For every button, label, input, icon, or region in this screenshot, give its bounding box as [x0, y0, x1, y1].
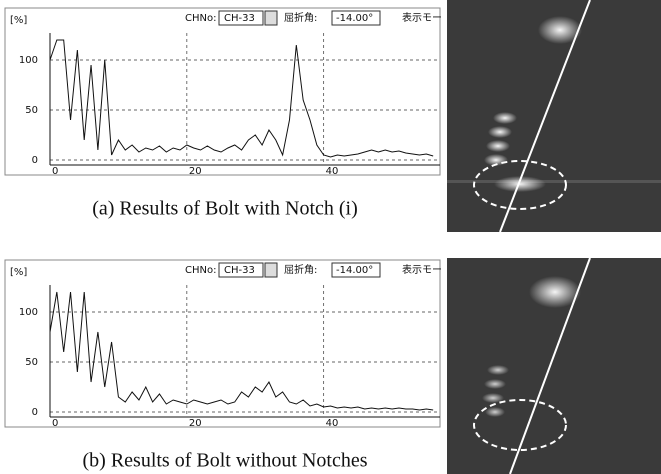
- channel-label: CHNo:: [185, 265, 216, 276]
- spin-button[interactable]: [265, 263, 277, 277]
- plot-frame: [5, 8, 440, 175]
- y-tick-label: 100: [19, 307, 38, 318]
- angle-value: -14.00°: [336, 265, 373, 276]
- channel-label: CHNo:: [185, 13, 216, 24]
- x-tick-label: 40: [326, 166, 339, 177]
- y-tick-label: 50: [25, 105, 38, 116]
- angle-value: -14.00°: [336, 13, 373, 24]
- channel-value: CH-33: [224, 13, 255, 24]
- mode-label: 表示モー: [402, 263, 442, 276]
- y-tick-label: 0: [32, 407, 38, 418]
- mode-label: 表示モー: [402, 11, 442, 24]
- ultrasonic-image: [447, 258, 661, 474]
- caption: (b) Results of Bolt without Notches: [83, 450, 368, 472]
- y-unit: [%]: [10, 15, 27, 26]
- figure: [%] CHNo: CH-33 屈折角: -14.00° 表示モー 0 50 100 0 20 40 (…: [0, 0, 661, 474]
- x-tick-label: 0: [52, 418, 58, 429]
- x-tick-label: 0: [52, 166, 58, 177]
- plot-frame: [5, 260, 440, 427]
- x-tick-label: 20: [189, 166, 202, 177]
- channel-value: CH-33: [224, 265, 255, 276]
- y-tick-label: 100: [19, 55, 38, 66]
- y-tick-label: 50: [25, 357, 38, 368]
- x-tick-label: 20: [189, 418, 202, 429]
- ultrasonic-image: [447, 0, 661, 232]
- caption: (a) Results of Bolt with Notch (i): [92, 198, 358, 220]
- y-tick-label: 0: [32, 155, 38, 166]
- x-tick-label: 40: [326, 418, 339, 429]
- angle-label: 屈折角:: [284, 11, 317, 24]
- spin-button[interactable]: [265, 11, 277, 25]
- y-unit: [%]: [10, 267, 27, 278]
- angle-label: 屈折角:: [284, 263, 317, 276]
